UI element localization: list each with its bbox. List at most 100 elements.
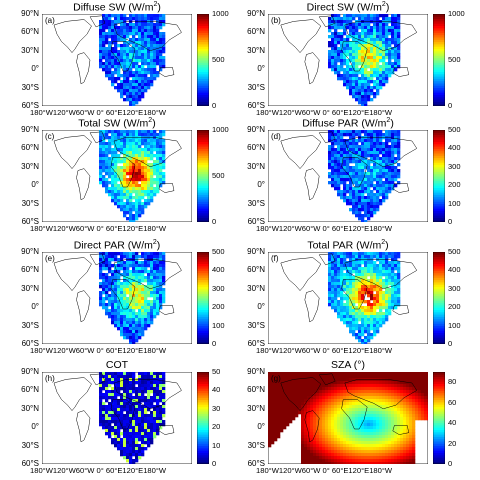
panel-e-cell <box>129 327 133 331</box>
panel-e-cell <box>126 282 130 286</box>
panel-e-cell <box>108 258 112 262</box>
panel-a-cell <box>132 44 136 48</box>
panel-f-cell <box>364 309 368 313</box>
panel-c-coastline-2 <box>89 131 106 144</box>
panel-c-cell <box>126 181 130 185</box>
panel-g-cell <box>274 378 278 382</box>
panel-g-cell <box>340 420 344 424</box>
panel-g-cell <box>412 378 416 382</box>
panel-f-cell <box>382 300 386 304</box>
panel-h-cell <box>117 444 121 448</box>
panel-a-cell <box>117 44 121 48</box>
panel-h-cell <box>117 447 121 451</box>
panel-d-cell <box>388 184 392 188</box>
panel-f-cell <box>358 330 362 334</box>
panel-g-cell <box>319 420 323 424</box>
panel-f-cell <box>355 255 359 259</box>
panel-c-cell <box>105 151 109 155</box>
panel-g-cell <box>301 408 305 412</box>
panel-e-cell <box>111 291 115 295</box>
panel-f-cell <box>346 282 350 286</box>
panel-b-cell <box>355 23 359 27</box>
panel-h-cell <box>129 399 133 403</box>
panel-g-cell <box>283 411 287 415</box>
panel-e-cell <box>138 291 142 295</box>
panel-a-cell <box>162 14 166 18</box>
panel-a-cell <box>144 32 148 36</box>
panel-b-cell <box>343 17 347 21</box>
panel-f-cell <box>388 300 392 304</box>
panel-d-cell <box>364 211 368 215</box>
panel-e-cell <box>123 285 127 289</box>
panel-h-cell <box>138 375 142 379</box>
panel-c-cell <box>126 151 130 155</box>
panel-b-cell <box>376 80 380 84</box>
panel-h-cell <box>99 372 103 376</box>
panel-h-cell <box>135 390 139 394</box>
panel-e-cb-tick-3: 300 <box>212 283 225 293</box>
panel-g-cell <box>274 405 278 409</box>
panel-d-cell <box>337 157 341 161</box>
panel-b-cell <box>382 44 386 48</box>
panel-h-cell <box>129 411 133 415</box>
panel-f-cell <box>388 252 392 256</box>
panel-h-cell <box>102 408 106 412</box>
panel-g-cell <box>370 399 374 403</box>
panel-d-cell <box>358 163 362 167</box>
panel-g-cell <box>388 423 392 427</box>
panel-g-cell <box>331 393 335 397</box>
panel-g-cell <box>355 414 359 418</box>
panel-f-cell <box>397 276 401 280</box>
panel-f-cell <box>367 309 371 313</box>
panel-b-cell <box>385 44 389 48</box>
panel-g-cell <box>307 378 311 382</box>
panel-b-cell <box>394 26 398 30</box>
panel-e-cell <box>111 282 115 286</box>
panel-e-cell <box>123 273 127 277</box>
panel-g-cell <box>322 417 326 421</box>
panel-e-cell <box>147 282 151 286</box>
panel-c-colorbar <box>197 130 209 222</box>
panel-g-cell <box>298 399 302 403</box>
panel-a-cell <box>135 80 139 84</box>
panel-d-cell <box>373 166 377 170</box>
panel-g-cell <box>322 375 326 379</box>
panel-a-cell <box>141 14 145 18</box>
panel-f-cell <box>331 288 335 292</box>
panel-h-cell <box>129 372 133 376</box>
panel-f-cell <box>355 267 359 271</box>
panel-a-cell <box>156 38 160 42</box>
panel-b-cell <box>355 53 359 57</box>
panel-b-cell <box>349 29 353 33</box>
panel-e-cell <box>138 264 142 268</box>
panel-g-cell <box>418 417 422 421</box>
panel-c-cell <box>162 151 166 155</box>
panel-a-cell <box>135 14 139 18</box>
panel-b-cell <box>373 56 377 60</box>
panel-a-cell <box>159 50 163 54</box>
panel-h-cell <box>156 417 160 421</box>
panel-g-cell <box>298 381 302 385</box>
panel-c-cell <box>150 184 154 188</box>
panel-h-cell <box>105 396 109 400</box>
panel-d-cell <box>385 172 389 176</box>
panel-g-cell <box>388 390 392 394</box>
panel-e-cell <box>150 315 154 319</box>
panel-g-cell <box>376 417 380 421</box>
panel-a-cell <box>132 47 136 51</box>
panel-d-cell <box>358 202 362 206</box>
panel-h-cell <box>114 429 118 433</box>
panel-a-cell <box>120 59 124 63</box>
panel-a-cell <box>129 50 133 54</box>
panel-f-cell <box>361 276 365 280</box>
panel-f-cell <box>331 306 335 310</box>
panel-d-cell <box>328 136 332 140</box>
panel-g-cell <box>379 408 383 412</box>
panel-e-cell <box>105 276 109 280</box>
panel-f-coastline-1 <box>304 290 320 323</box>
panel-a-cell <box>141 47 145 51</box>
panel-g-cell <box>355 420 359 424</box>
panel-g-cell <box>313 381 317 385</box>
panel-a-cell <box>162 17 166 21</box>
panel-e-cell <box>105 282 109 286</box>
